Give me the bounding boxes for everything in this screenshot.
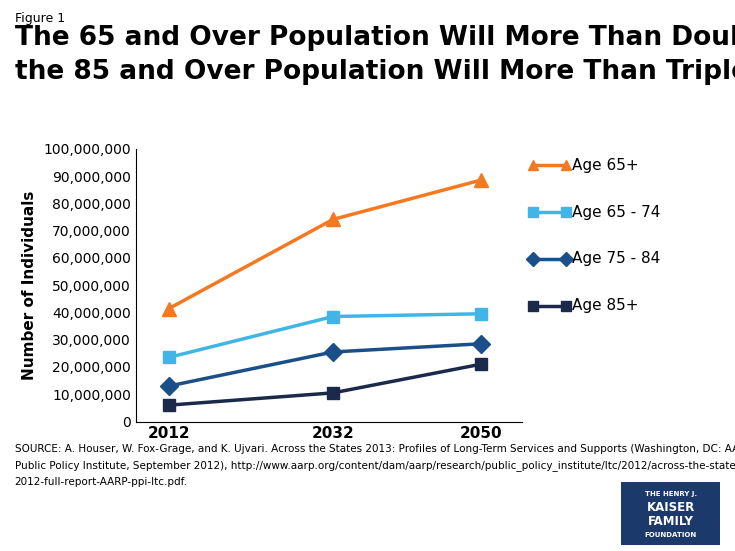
Text: Age 65+: Age 65+ <box>572 158 639 173</box>
Text: 2012-full-report-AARP-ppi-ltc.pdf.: 2012-full-report-AARP-ppi-ltc.pdf. <box>15 477 187 487</box>
Text: SOURCE: A. Houser, W. Fox-Grage, and K. Ujvari. Across the States 2013: Profiles: SOURCE: A. Houser, W. Fox-Grage, and K. … <box>15 444 735 453</box>
Text: Figure 1: Figure 1 <box>15 12 65 25</box>
Text: Age 85+: Age 85+ <box>572 298 638 314</box>
Text: Public Policy Institute, September 2012), http://www.aarp.org/content/dam/aarp/r: Public Policy Institute, September 2012)… <box>15 460 735 471</box>
Text: FOUNDATION: FOUNDATION <box>645 532 697 538</box>
Text: Age 65 - 74: Age 65 - 74 <box>572 204 660 220</box>
Text: KAISER: KAISER <box>647 501 695 514</box>
Text: THE HENRY J.: THE HENRY J. <box>645 490 697 496</box>
Y-axis label: Number of Individuals: Number of Individuals <box>21 191 37 380</box>
Text: The 65 and Over Population Will More Than Double and: The 65 and Over Population Will More Tha… <box>15 25 735 51</box>
Text: Age 75 - 84: Age 75 - 84 <box>572 251 660 267</box>
Text: FAMILY: FAMILY <box>648 515 694 528</box>
Text: the 85 and Over Population Will More Than Triple by 2050: the 85 and Over Population Will More Tha… <box>15 59 735 85</box>
